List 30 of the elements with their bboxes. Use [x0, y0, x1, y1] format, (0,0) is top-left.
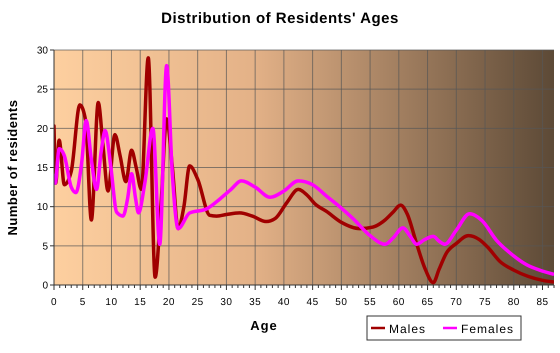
y-axis-title: Number of residents: [5, 100, 20, 236]
x-tick-label: 15: [134, 297, 146, 308]
x-tick-label: 35: [249, 297, 262, 308]
x-tick-label: 5: [80, 297, 86, 308]
x-tick-label: 55: [364, 297, 376, 308]
x-tick-label: 10: [105, 297, 118, 308]
x-tick-label: 65: [422, 297, 434, 308]
legend-label: Males: [389, 322, 426, 336]
x-tick-label: 45: [306, 297, 319, 308]
y-tick-label: 10: [36, 202, 48, 214]
x-tick-label: 70: [450, 297, 462, 308]
x-tick-label: 0: [50, 297, 58, 308]
legend-label: Females: [461, 322, 514, 336]
x-tick-label: 40: [278, 297, 290, 308]
x-tick-label: 30: [220, 297, 232, 308]
x-tick-label: 25: [192, 297, 204, 308]
y-tick-label: 0: [42, 280, 48, 292]
x-tick-label: 80: [508, 297, 520, 308]
x-tick-label: 50: [335, 297, 348, 308]
y-tick-label: 5: [42, 241, 48, 252]
x-tick-label: 75: [478, 297, 492, 308]
y-tick-label: 30: [36, 46, 48, 56]
y-tick-label: 20: [36, 124, 48, 135]
x-tick-label: 20: [162, 297, 176, 308]
x-tick-label: 85: [536, 297, 549, 308]
x-tick-label: 60: [392, 297, 405, 308]
x-axis-title: Age: [250, 318, 278, 333]
y-tick-label: 15: [36, 163, 48, 174]
chart-title: Distribution of Residents' Ages: [161, 10, 399, 27]
y-tick-label: 25: [36, 84, 48, 96]
